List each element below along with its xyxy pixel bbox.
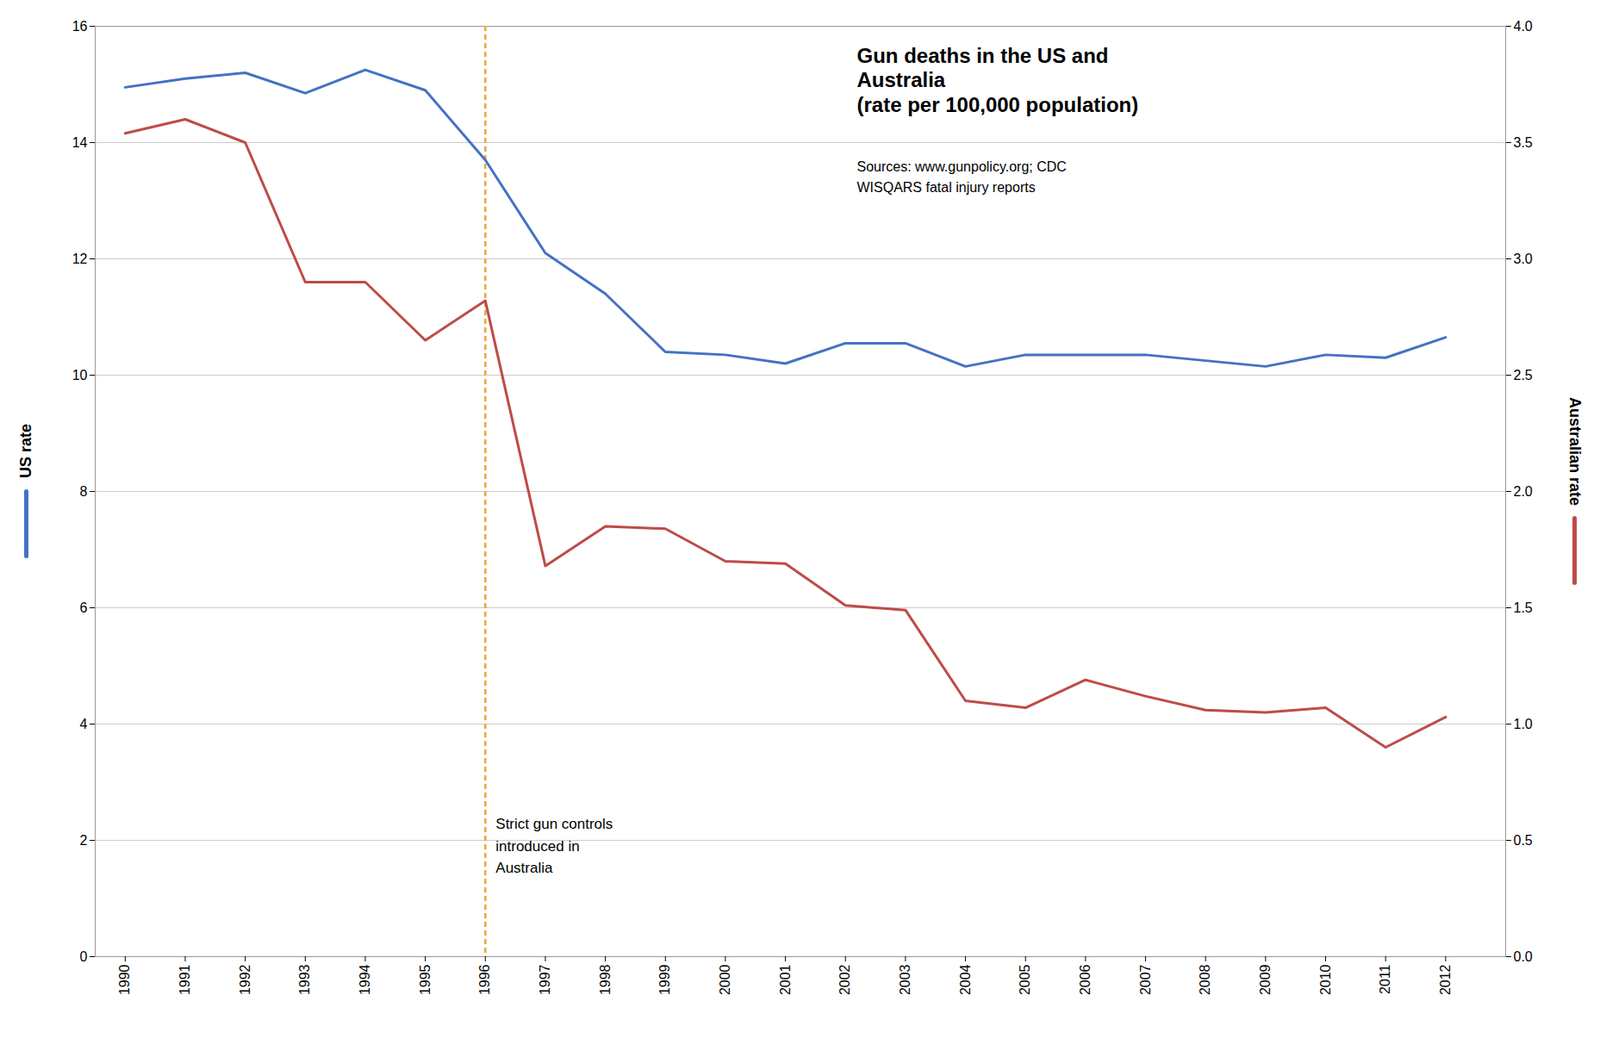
svg-text:12: 12 xyxy=(72,251,88,267)
svg-text:1993: 1993 xyxy=(297,964,312,996)
svg-text:6: 6 xyxy=(80,600,88,616)
svg-text:1991: 1991 xyxy=(177,964,193,996)
svg-text:2007: 2007 xyxy=(1138,964,1153,996)
svg-text:14: 14 xyxy=(72,135,88,150)
html-text:Australian rate: Australian rate xyxy=(1565,397,1584,506)
svg-text:1.5: 1.5 xyxy=(1513,600,1533,616)
svg-text:2: 2 xyxy=(80,833,88,848)
svg-text:3.5: 3.5 xyxy=(1513,135,1533,150)
svg-text:2003: 2003 xyxy=(897,964,913,996)
svg-text:2.5: 2.5 xyxy=(1513,367,1533,383)
svg-text:2012: 2012 xyxy=(1438,964,1453,996)
svg-text:2000: 2000 xyxy=(717,964,733,996)
svg-text:2008: 2008 xyxy=(1197,964,1213,996)
svg-text:4: 4 xyxy=(80,716,88,732)
svg-text:Sources: www.gunpolicy.org; CD: Sources: www.gunpolicy.org; CDCWISQARS f… xyxy=(856,159,1066,195)
svg-text:1996: 1996 xyxy=(477,964,492,996)
svg-text:0.5: 0.5 xyxy=(1513,833,1533,848)
svg-text:1999: 1999 xyxy=(657,964,673,996)
svg-text:1992: 1992 xyxy=(237,964,253,996)
svg-text:8: 8 xyxy=(80,484,88,499)
svg-text:Strict gun controlsintroduced: Strict gun controlsintroduced inAustrali… xyxy=(495,815,613,877)
svg-text:1995: 1995 xyxy=(417,964,433,996)
svg-text:10: 10 xyxy=(72,367,88,383)
svg-text:4.0: 4.0 xyxy=(1513,18,1533,34)
svg-text:2.0: 2.0 xyxy=(1513,484,1533,499)
svg-text:2005: 2005 xyxy=(1017,964,1033,996)
svg-text:1990: 1990 xyxy=(117,964,132,996)
svg-text:1998: 1998 xyxy=(597,964,613,996)
svg-text:2010: 2010 xyxy=(1318,964,1333,996)
svg-text:2006: 2006 xyxy=(1077,964,1093,996)
svg-text:2004: 2004 xyxy=(958,964,973,996)
svg-text:2002: 2002 xyxy=(837,964,853,996)
svg-text:1997: 1997 xyxy=(537,964,553,996)
html-text:US rate: US rate xyxy=(16,424,35,479)
svg-text:2009: 2009 xyxy=(1257,964,1273,996)
svg-text:0.0: 0.0 xyxy=(1513,949,1533,965)
svg-text:2001: 2001 xyxy=(778,964,793,996)
svg-text:Gun deaths in the US andAustra: Gun deaths in the US andAustralia(rate p… xyxy=(856,43,1139,118)
svg-text:0: 0 xyxy=(80,949,88,965)
svg-text:16: 16 xyxy=(72,18,88,34)
svg-text:1994: 1994 xyxy=(357,964,373,996)
svg-text:3.0: 3.0 xyxy=(1513,251,1533,267)
svg-text:2011: 2011 xyxy=(1377,964,1393,995)
svg-text:1.0: 1.0 xyxy=(1513,716,1533,732)
